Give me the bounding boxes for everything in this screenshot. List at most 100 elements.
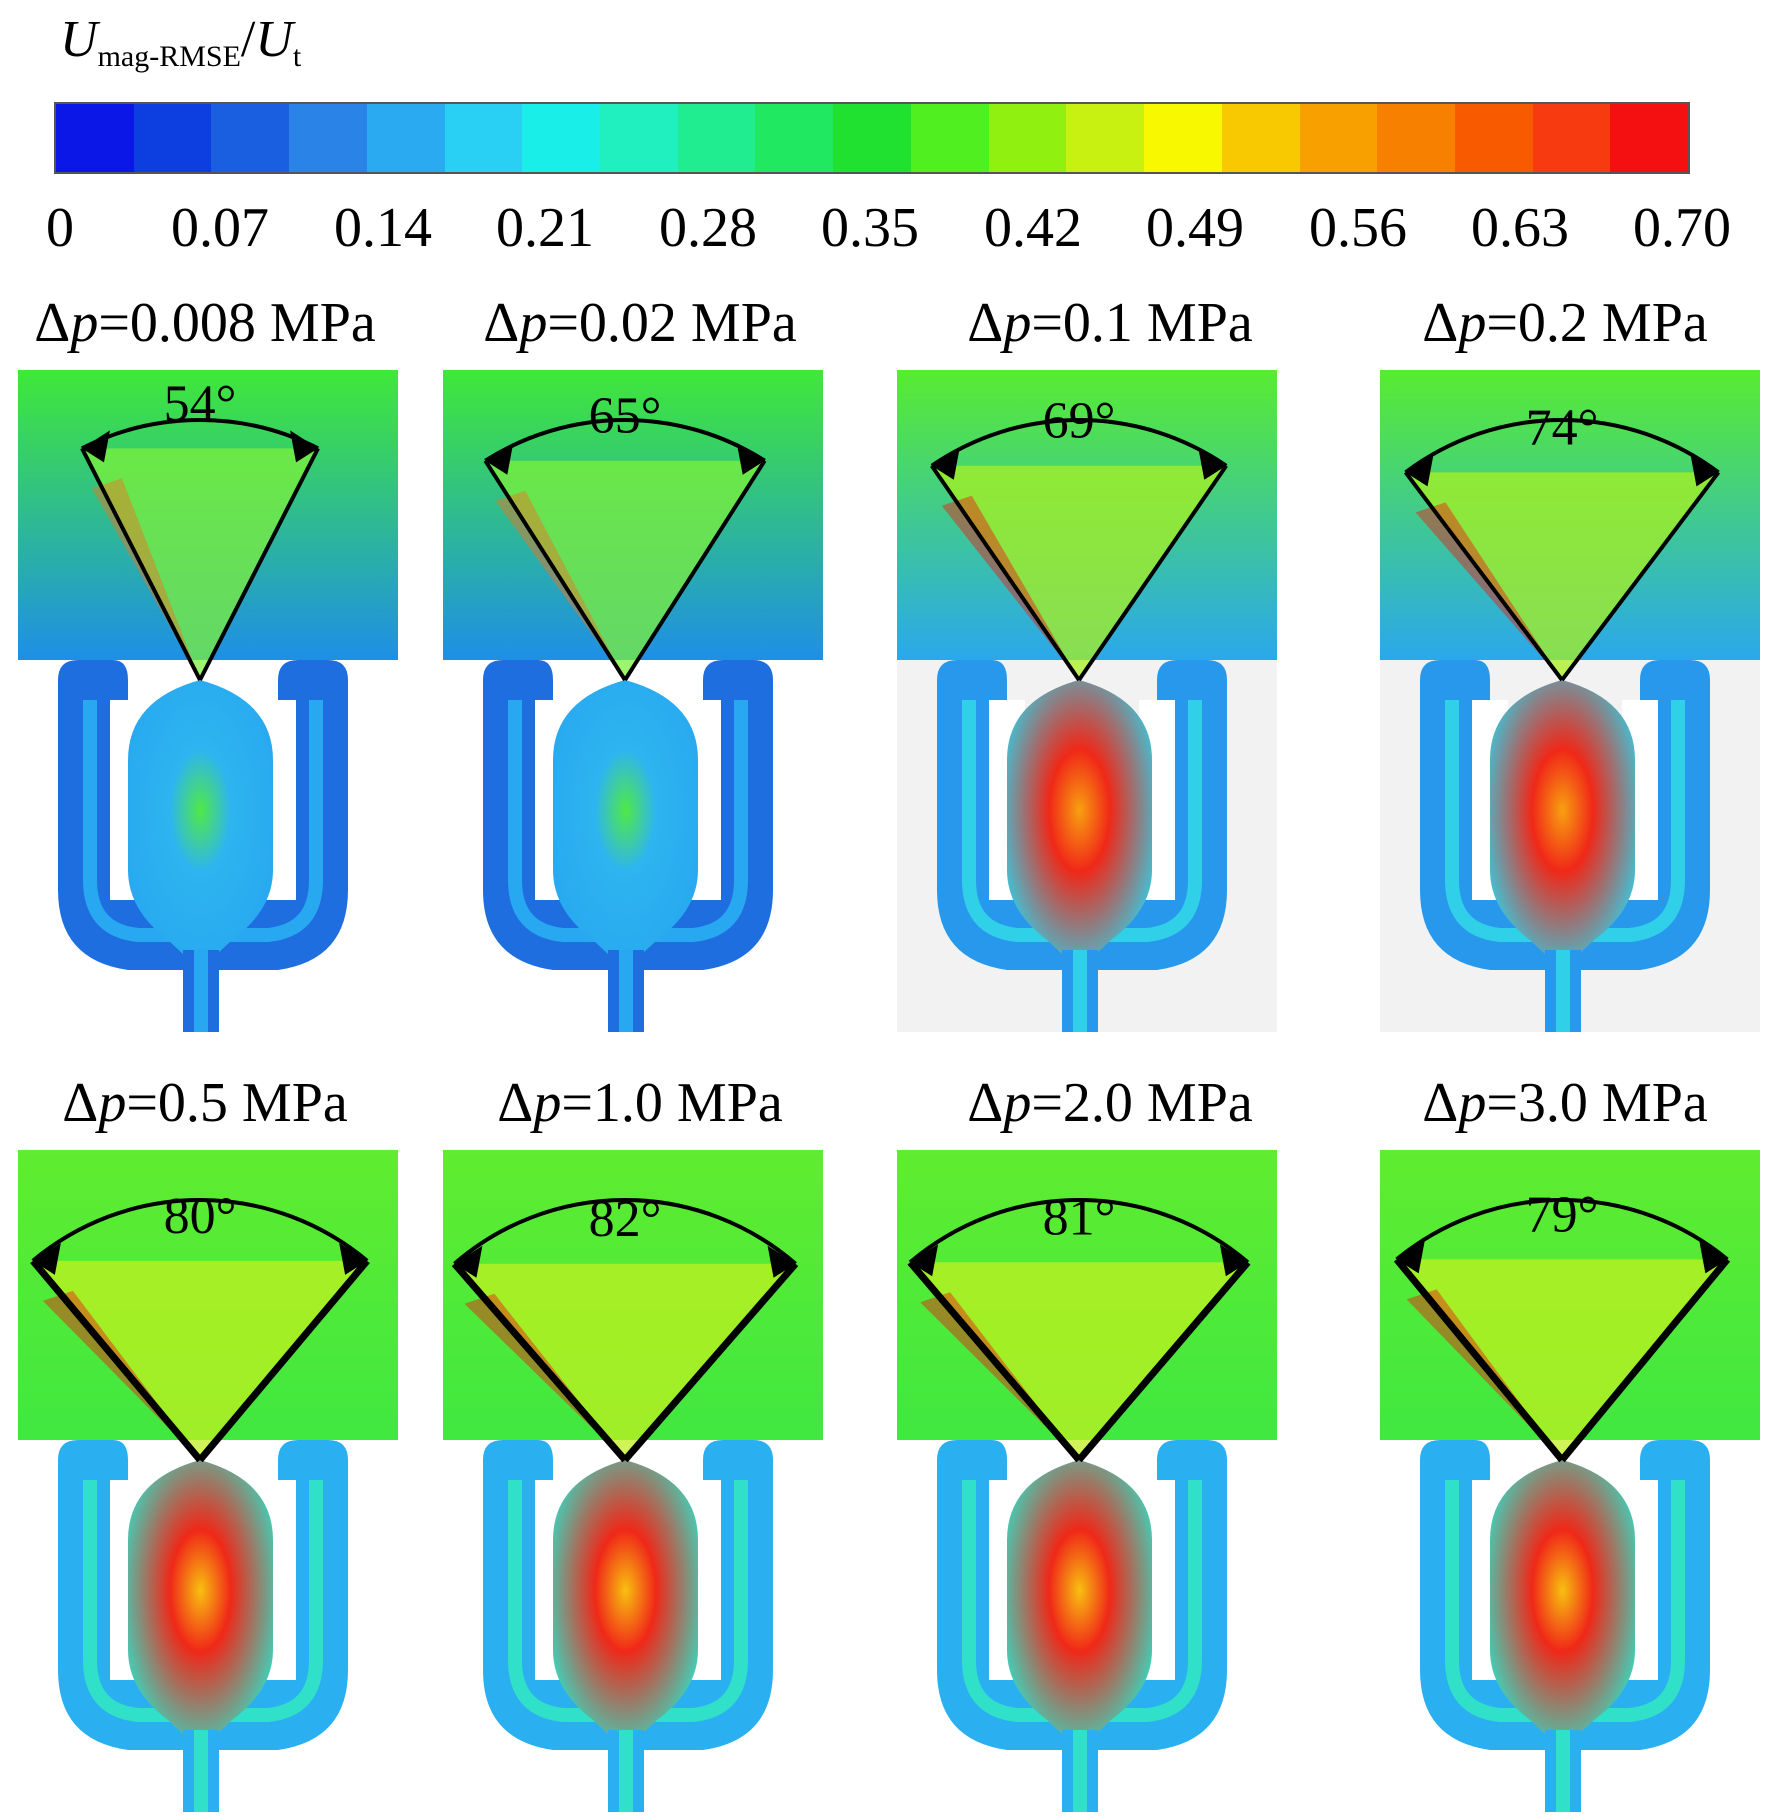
spray-cone	[454, 1263, 796, 1460]
spray-edge-right	[623, 459, 767, 682]
arrowhead-left	[1396, 1241, 1425, 1274]
pressure-symbol: p	[1458, 292, 1487, 354]
angle-arc	[1395, 1198, 1729, 1261]
spray-edge-right	[1560, 471, 1721, 682]
spray-cone	[931, 465, 1227, 680]
arrowhead-left	[931, 447, 960, 480]
colorbar-segment	[755, 104, 834, 172]
colorbar-segment	[211, 104, 290, 172]
spray-angle-label: 74°	[1526, 399, 1599, 456]
spray-edge-right	[1077, 464, 1228, 682]
contour-plot: 69°	[897, 370, 1277, 1032]
colorbar-segment	[1454, 104, 1533, 172]
spray-angle-label: 79°	[1526, 1186, 1599, 1243]
arrowhead-left	[1405, 454, 1434, 487]
colorbar-tick-label: 0.63	[1471, 197, 1569, 259]
colorbar-segment	[600, 104, 678, 172]
contour-plot: 54°	[18, 370, 398, 1032]
panel-pressure-label: Δp=0.02 MPa	[483, 295, 796, 351]
contour-plot: 79°	[1380, 1150, 1760, 1812]
colorbar-segment	[1532, 104, 1611, 172]
colorbar-segment	[1377, 104, 1455, 172]
panel-pressure-label: Δp=3.0 MPa	[1422, 1075, 1707, 1131]
pressure-value: =0.02 MPa	[547, 292, 797, 354]
outlet-core	[619, 950, 633, 1032]
swirl-chamber	[1007, 1460, 1152, 1750]
spray-cone	[485, 460, 765, 680]
panel-pressure-label: Δp=0.2 MPa	[1422, 295, 1707, 351]
spray-hot-streak	[941, 495, 1079, 680]
swirl-chamber	[1007, 680, 1152, 970]
contour-panel: 79°	[1380, 1150, 1760, 1812]
colorbar-tick-label: 0.07	[171, 197, 269, 259]
spray-edge-left	[1403, 471, 1564, 682]
colorbar-segment	[833, 104, 911, 172]
angle-arc	[453, 1198, 797, 1266]
outlet-core	[619, 1730, 633, 1812]
spray-cone	[910, 1262, 1248, 1460]
contour-panel: 74°	[1380, 370, 1760, 1032]
delta-symbol: Δ	[497, 1072, 534, 1134]
spray-edge-left	[483, 459, 627, 682]
colorbar-title-subscript: mag-RMSE	[97, 40, 241, 73]
arrowhead-left	[910, 1244, 939, 1277]
colorbar-segment	[56, 104, 134, 172]
colorbar-segment	[910, 104, 989, 172]
colorbar-tick-label: 0.49	[1146, 197, 1244, 259]
spray-edge-left	[451, 1261, 628, 1463]
colorbar-title-denominator-subscript: t	[292, 40, 302, 73]
spray-edge-left	[30, 1258, 203, 1463]
colorbar-tick-label: 0.28	[659, 197, 757, 259]
colorbar-tick-label: 0	[46, 197, 74, 259]
contour-plot: 80°	[18, 1150, 398, 1812]
spray-edge-right	[197, 1258, 370, 1463]
spray-cone	[1405, 472, 1719, 680]
colorbar-segment	[1299, 104, 1378, 172]
pressure-symbol: p	[1003, 1072, 1032, 1134]
delta-symbol: Δ	[62, 1072, 99, 1134]
outlet-core	[194, 950, 208, 1032]
contour-panel: 69°	[897, 370, 1277, 1032]
colorbar-segment	[133, 104, 212, 172]
spray-edge-left	[80, 447, 202, 681]
delta-symbol: Δ	[483, 292, 520, 354]
arrowhead-right	[1198, 447, 1227, 480]
arrowhead-right	[1699, 1241, 1728, 1274]
angle-arc	[930, 418, 1228, 468]
swirl-chamber	[1490, 1460, 1635, 1750]
colorbar-tick-label: 0.35	[821, 197, 919, 259]
outlet-core	[1073, 950, 1087, 1032]
delta-symbol: Δ	[1422, 292, 1459, 354]
angle-arc	[1404, 418, 1720, 474]
pressure-symbol: p	[1458, 1072, 1487, 1134]
spray-edge-right	[1076, 1260, 1251, 1463]
colorbar-segment	[1144, 104, 1222, 172]
delta-symbol: Δ	[1422, 1072, 1459, 1134]
pressure-value: =1.0 MPa	[561, 1072, 783, 1134]
colorbar-segment	[366, 104, 445, 172]
arrowhead-right	[736, 442, 765, 475]
colorbar-title: Umag-RMSE/Ut	[60, 11, 302, 73]
swirl-chamber	[1490, 680, 1635, 970]
contour-plot: 74°	[1380, 370, 1760, 1032]
colorbar-segment	[1221, 104, 1300, 172]
colorbar-tick-label: 0.14	[334, 197, 432, 259]
delta-symbol: Δ	[34, 292, 71, 354]
swirl-chamber	[553, 1460, 698, 1750]
colorbar-segment	[988, 104, 1067, 172]
colorbar-segment	[1610, 104, 1689, 172]
pressure-value: =2.0 MPa	[1031, 1072, 1253, 1134]
spray-edge-right	[198, 447, 320, 681]
spray-cone	[32, 1260, 368, 1460]
outlet-core	[1073, 1730, 1087, 1812]
swirl-chamber	[128, 680, 273, 970]
panel-pressure-label: Δp=1.0 MPa	[497, 1075, 782, 1131]
contour-plot: 65°	[443, 370, 823, 1032]
arrowhead-left	[32, 1242, 61, 1275]
colorbar-segment	[444, 104, 523, 172]
spray-cone	[1396, 1259, 1728, 1460]
colorbar	[54, 102, 1690, 174]
contour-panel: 82°	[443, 1150, 823, 1812]
spray-hot-streak	[1415, 502, 1562, 680]
arrowhead-right	[1219, 1244, 1248, 1277]
